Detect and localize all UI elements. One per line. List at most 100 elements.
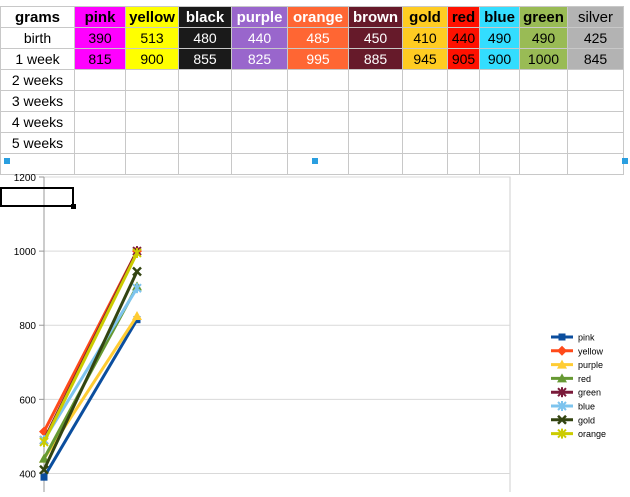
table-cell[interactable]: 450 — [348, 27, 403, 49]
table-cell[interactable]: 425 — [567, 27, 624, 49]
row-label[interactable]: 4 weeks — [0, 111, 75, 133]
table-cell[interactable] — [479, 90, 520, 112]
table-cell[interactable] — [74, 111, 126, 133]
legend-item-yellow[interactable]: yellow — [551, 345, 604, 357]
header-label[interactable]: grams — [0, 6, 75, 28]
row-label[interactable]: 2 weeks — [0, 69, 75, 91]
column-header-gold[interactable]: gold — [402, 6, 448, 28]
table-cell[interactable] — [479, 111, 520, 133]
table-cell[interactable]: 490 — [479, 27, 520, 49]
table-cell[interactable]: 513 — [125, 27, 179, 49]
chart-resize-handle[interactable] — [312, 158, 318, 164]
table-cell[interactable] — [231, 69, 288, 91]
table-cell[interactable] — [447, 132, 480, 154]
column-header-purple[interactable]: purple — [231, 6, 288, 28]
table-cell[interactable]: 825 — [231, 48, 288, 70]
table-cell[interactable] — [287, 111, 349, 133]
column-header-red[interactable]: red — [447, 6, 480, 28]
table-cell[interactable] — [447, 69, 480, 91]
table-cell[interactable]: 480 — [178, 27, 232, 49]
table-cell[interactable] — [479, 132, 520, 154]
table-cell[interactable]: 945 — [402, 48, 448, 70]
line-chart[interactable]: 400 600 800 1000 1200 pink yellow purple red gree… — [0, 170, 630, 495]
row-label[interactable]: 3 weeks — [0, 90, 75, 112]
table-cell[interactable] — [348, 90, 403, 112]
fill-handle[interactable] — [71, 204, 76, 209]
table-cell[interactable] — [519, 69, 568, 91]
table-cell[interactable] — [287, 90, 349, 112]
table-cell[interactable] — [178, 132, 232, 154]
table-cell[interactable]: 900 — [479, 48, 520, 70]
table-cell[interactable] — [178, 90, 232, 112]
series-line-pink[interactable] — [42, 318, 139, 478]
row-label[interactable]: 5 weeks — [0, 132, 75, 154]
table-cell[interactable] — [402, 132, 448, 154]
table-cell[interactable] — [567, 132, 624, 154]
table-cell[interactable] — [479, 69, 520, 91]
column-header-silver[interactable]: silver — [567, 6, 624, 28]
table-cell[interactable]: 410 — [402, 27, 448, 49]
column-header-pink[interactable]: pink — [74, 6, 126, 28]
table-cell[interactable] — [567, 111, 624, 133]
table-cell[interactable] — [567, 69, 624, 91]
table-cell[interactable] — [125, 90, 179, 112]
table-cell[interactable] — [74, 90, 126, 112]
row-label[interactable]: birth — [0, 27, 75, 49]
chart-legend[interactable]: pink yellow purple red green blue gold orange — [551, 333, 606, 440]
table-cell[interactable] — [402, 90, 448, 112]
column-header-blue[interactable]: blue — [479, 6, 520, 28]
chart-resize-handle[interactable] — [4, 158, 10, 164]
table-cell[interactable]: 855 — [178, 48, 232, 70]
table-cell[interactable] — [348, 132, 403, 154]
legend-item-gold[interactable]: gold — [551, 414, 595, 425]
table-cell[interactable] — [231, 111, 288, 133]
table-cell[interactable] — [519, 132, 568, 154]
table-cell[interactable]: 440 — [447, 27, 480, 49]
table-cell[interactable] — [125, 111, 179, 133]
table-cell[interactable] — [74, 132, 126, 154]
legend-item-blue[interactable]: blue — [551, 401, 595, 412]
table-cell[interactable] — [125, 132, 179, 154]
legend-item-pink[interactable]: pink — [551, 333, 595, 343]
table-cell[interactable] — [287, 69, 349, 91]
table-cell[interactable] — [74, 69, 126, 91]
table-cell[interactable] — [231, 90, 288, 112]
table-cell[interactable] — [519, 90, 568, 112]
column-header-black[interactable]: black — [178, 6, 232, 28]
series-line-orange[interactable] — [42, 252, 139, 443]
table-cell[interactable]: 490 — [519, 27, 568, 49]
table-cell[interactable] — [567, 153, 624, 175]
table-cell[interactable]: 440 — [231, 27, 288, 49]
selected-cell[interactable] — [0, 187, 74, 207]
table-cell[interactable] — [447, 111, 480, 133]
table-cell[interactable]: 900 — [125, 48, 179, 70]
series-line-blue[interactable] — [42, 287, 139, 441]
table-cell[interactable] — [178, 111, 232, 133]
table-cell[interactable]: 390 — [74, 27, 126, 49]
chart-resize-handle[interactable] — [622, 158, 628, 164]
table-cell[interactable] — [348, 111, 403, 133]
table-cell[interactable] — [447, 90, 480, 112]
legend-item-purple[interactable]: purple — [551, 359, 603, 371]
table-cell[interactable]: 845 — [567, 48, 624, 70]
table-cell[interactable] — [287, 132, 349, 154]
table-cell[interactable] — [125, 69, 179, 91]
legend-item-orange[interactable]: orange — [551, 428, 606, 440]
column-header-green[interactable]: green — [519, 6, 568, 28]
legend-item-green[interactable]: green — [551, 387, 601, 398]
table-cell[interactable]: 1000 — [519, 48, 568, 70]
column-header-yellow[interactable]: yellow — [125, 6, 179, 28]
table-cell[interactable] — [519, 111, 568, 133]
row-label[interactable]: 1 week — [0, 48, 75, 70]
series-line-gold[interactable] — [42, 270, 139, 471]
table-cell[interactable] — [567, 90, 624, 112]
column-header-orange[interactable]: orange — [287, 6, 349, 28]
table-cell[interactable] — [402, 111, 448, 133]
table-cell[interactable] — [231, 132, 288, 154]
table-cell[interactable]: 485 — [287, 27, 349, 49]
table-cell[interactable]: 995 — [287, 48, 349, 70]
table-cell[interactable] — [348, 69, 403, 91]
table-cell[interactable]: 905 — [447, 48, 480, 70]
table-cell[interactable] — [178, 69, 232, 91]
table-cell[interactable] — [402, 69, 448, 91]
